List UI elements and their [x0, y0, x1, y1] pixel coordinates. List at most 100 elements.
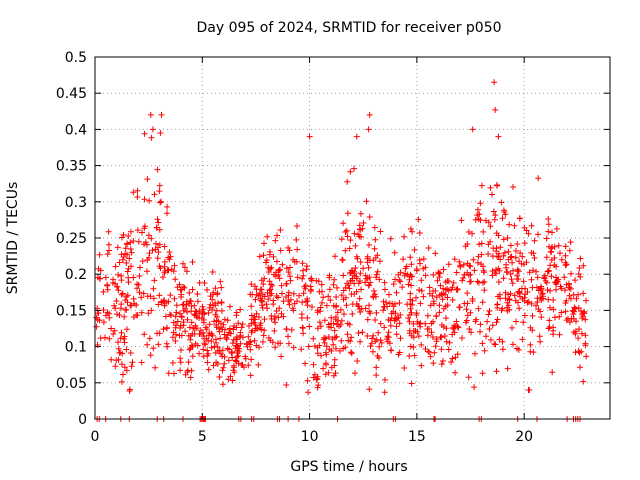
data-point: [238, 324, 245, 331]
data-point: [287, 277, 294, 284]
data-point: [185, 332, 192, 339]
data-point: [495, 279, 502, 285]
data-point: [373, 309, 380, 316]
data-point: [580, 290, 587, 297]
data-point: [432, 288, 439, 294]
data-point: [443, 338, 450, 345]
data-point: [260, 281, 267, 288]
data-point: [112, 305, 119, 312]
data-point: [536, 333, 543, 340]
data-point: [506, 221, 513, 228]
data-point: [283, 294, 289, 300]
data-point: [375, 329, 382, 336]
data-point: [210, 362, 217, 369]
data-point: [228, 350, 235, 357]
data-point: [314, 375, 321, 382]
data-point: [169, 334, 176, 341]
data-point: [275, 314, 282, 321]
data-point: [217, 278, 224, 285]
data-point: [330, 320, 337, 327]
data-point: [370, 287, 377, 294]
data-point: [163, 324, 170, 331]
data-point: [193, 308, 200, 315]
data-point: [331, 362, 338, 369]
data-point: [406, 273, 413, 280]
data-point: [415, 333, 422, 340]
data-point: [119, 290, 126, 297]
chart-title: Day 095 of 2024, SRMTID for receiver p05…: [196, 20, 501, 36]
data-point: [418, 277, 425, 284]
data-point: [115, 345, 122, 352]
data-point: [478, 251, 485, 258]
data-point: [519, 336, 526, 343]
data-point: [128, 249, 135, 256]
data-point: [150, 285, 157, 292]
data-point: [545, 228, 552, 235]
data-point: [224, 345, 231, 352]
data-point: [493, 368, 500, 375]
data-point: [562, 262, 569, 269]
data-point: [173, 322, 180, 329]
data-point: [216, 347, 223, 354]
data-point: [474, 212, 481, 219]
data-point: [521, 224, 528, 231]
data-point: [147, 352, 154, 359]
data-point: [420, 265, 427, 272]
data-point: [477, 328, 483, 335]
data-point: [264, 233, 271, 240]
data-point: [358, 286, 365, 293]
data-point: [354, 255, 361, 262]
data-point: [248, 312, 255, 319]
y-tick-label: 0.1: [65, 340, 87, 356]
data-point: [494, 304, 501, 311]
data-point: [566, 292, 573, 299]
data-point: [163, 340, 170, 347]
data-point: [504, 304, 511, 311]
data-point: [330, 341, 337, 348]
data-point: [408, 332, 415, 339]
data-point: [461, 271, 468, 278]
data-point: [134, 227, 141, 234]
data-point: [105, 228, 112, 235]
data-point: [492, 212, 499, 219]
data-point: [530, 349, 537, 356]
data-point: [464, 312, 471, 319]
axis-ticks: [94, 56, 610, 420]
data-point: [516, 288, 523, 295]
data-point: [214, 290, 221, 297]
data-point: [534, 299, 541, 305]
data-point: [333, 345, 339, 352]
data-point: [456, 258, 463, 265]
y-tick-label: 0.15: [56, 303, 87, 319]
data-point: [177, 355, 184, 362]
data-point: [180, 301, 187, 308]
data-point: [401, 233, 408, 240]
data-point: [205, 309, 212, 316]
data-point: [126, 255, 133, 262]
data-point: [344, 233, 351, 240]
data-point: [148, 235, 155, 242]
data-point: [486, 326, 493, 332]
data-point: [357, 270, 364, 277]
data-point: [265, 296, 272, 303]
data-point: [533, 268, 540, 275]
data-point: [151, 191, 158, 198]
data-point: [371, 224, 378, 231]
data-point: [185, 359, 192, 366]
data-point: [440, 358, 446, 364]
y-tick-label: 0.45: [56, 86, 87, 102]
data-point: [554, 278, 561, 285]
data-point: [188, 342, 195, 349]
data-point: [480, 267, 487, 274]
data-point: [267, 286, 274, 293]
data-point: [166, 249, 173, 256]
data-point: [469, 230, 476, 237]
data-point: [129, 359, 136, 366]
data-point: [149, 247, 156, 254]
data-point: [437, 282, 444, 289]
data-point: [286, 247, 293, 254]
data-point: [408, 282, 415, 289]
data-point: [392, 276, 399, 283]
data-point: [144, 176, 151, 183]
data-point: [505, 256, 512, 263]
